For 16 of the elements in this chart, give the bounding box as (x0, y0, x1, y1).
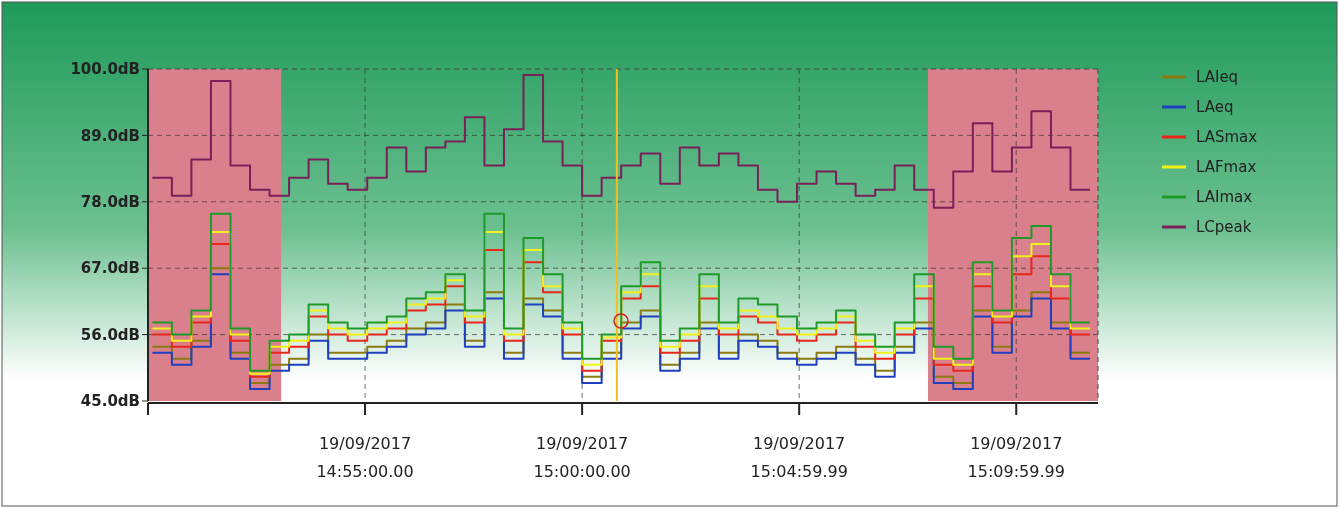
y-tick-label: 45.0dB (80, 392, 140, 411)
y-tick-label: 100.0dB (70, 60, 140, 79)
x-tick-label: 19/09/2017 15:09:59.99 (967, 434, 1065, 481)
legend-label: LAImax (1196, 188, 1253, 207)
legend-label: LCpeak (1196, 218, 1252, 237)
legend-label: LAFmax (1196, 158, 1257, 177)
legend-label: LAeq (1196, 98, 1234, 117)
legend-label: LASmax (1196, 128, 1258, 147)
y-tick-label: 89.0dB (80, 126, 140, 145)
y-tick-label: 67.0dB (80, 259, 140, 278)
x-tick-label: 19/09/2017 15:04:59.99 (750, 434, 848, 481)
y-tick-label: 56.0dB (80, 325, 140, 344)
x-tick-label: 19/09/2017 14:55:00.00 (316, 434, 414, 481)
y-tick-label: 78.0dB (80, 193, 140, 212)
x-tick-label: 19/09/2017 15:00:00.00 (533, 434, 631, 481)
legend-label: LAIeq (1196, 68, 1239, 87)
